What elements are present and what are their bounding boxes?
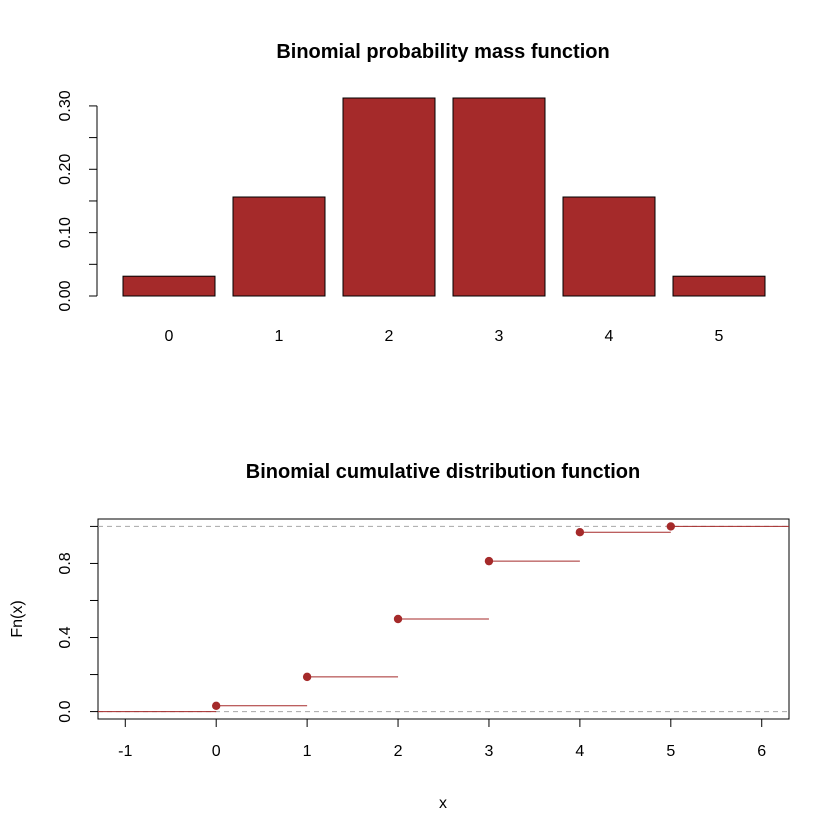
cdf-point-4: [575, 527, 585, 537]
pmf-y-tick-label-1: 0.10: [57, 217, 74, 248]
cdf-point-3: [484, 556, 494, 566]
pmf-x-tick-label-0: 0: [165, 328, 174, 345]
cdf-point-2: [393, 614, 403, 624]
pmf-x-tick-labels: 0 1 2 3 4 5: [165, 328, 724, 345]
pmf-bar-1: [232, 196, 326, 297]
pmf-bar-3: [452, 97, 546, 297]
cdf-x-axis: -1 0 1 2 3 4 5 6: [118, 718, 766, 760]
cdf-x-axis-label: x: [439, 795, 447, 812]
cdf-y-axis: 0.0 0.4 0.8: [57, 525, 98, 723]
cdf-steps: [98, 522, 789, 713]
cdf-x-tick-label-1: 0: [212, 743, 221, 760]
pmf-x-tick-label-5: 5: [715, 328, 724, 345]
pmf-y-axis: 0.00 0.10 0.20 0.30: [57, 90, 98, 312]
cdf-x-tick-label-2: 1: [303, 743, 312, 760]
pmf-x-tick-label-1: 1: [275, 328, 284, 345]
cdf-point-0: [211, 701, 221, 711]
pmf-y-tick-label-0: 0.00: [57, 280, 74, 311]
pmf-title: Binomial probability mass function: [276, 41, 609, 63]
cdf-reference-lines: [98, 525, 789, 713]
cdf-x-tick-label-5: 4: [575, 743, 584, 760]
pmf-x-tick-label-4: 4: [605, 328, 614, 345]
cdf-point-5: [666, 522, 676, 531]
cdf-point-1: [302, 672, 312, 682]
cdf-y-axis-label: Fn(x): [9, 600, 26, 637]
pmf-y-tick-label-2: 0.20: [57, 154, 74, 185]
pmf-y-tick-label-3: 0.30: [57, 90, 74, 121]
cdf-x-tick-label-4: 3: [485, 743, 494, 760]
pmf-bar-0: [122, 275, 216, 297]
cdf-x-tick-label-6: 5: [666, 743, 675, 760]
cdf-x-tick-label-0: -1: [118, 743, 132, 760]
cdf-chart: Binomial cumulative distribution functio…: [9, 461, 790, 812]
pmf-bars: [122, 97, 766, 297]
cdf-y-tick-label-2: 0.8: [57, 552, 74, 574]
cdf-x-tick-label-7: 6: [757, 743, 766, 760]
cdf-y-tick-label-0: 0.0: [57, 700, 74, 722]
cdf-x-tick-label-3: 2: [394, 743, 403, 760]
pmf-chart: Binomial probability mass function 0 1 2 3 4…: [57, 41, 766, 345]
pmf-bar-2: [342, 97, 436, 297]
pmf-bar-5: [672, 275, 766, 297]
cdf-y-tick-label-1: 0.4: [57, 626, 74, 648]
pmf-x-tick-label-3: 3: [495, 328, 504, 345]
cdf-title: Binomial cumulative distribution functio…: [246, 461, 640, 483]
pmf-bar-4: [562, 196, 656, 297]
pmf-x-tick-label-2: 2: [385, 328, 394, 345]
